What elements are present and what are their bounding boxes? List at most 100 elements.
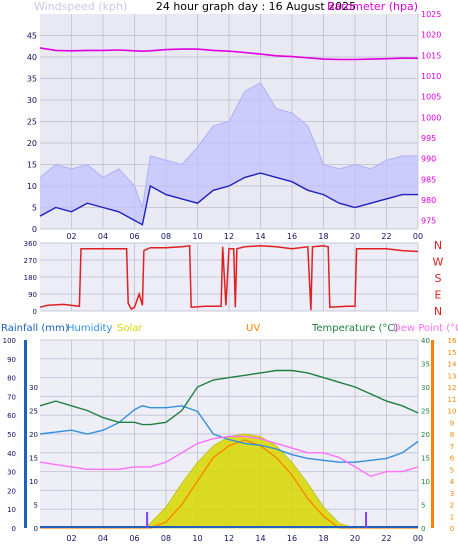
temp-right-tick-label: 30 xyxy=(421,384,430,392)
compass-label: N xyxy=(434,239,442,252)
wind-series xyxy=(39,47,418,226)
uv-axis-bar xyxy=(431,340,434,528)
gust-line xyxy=(39,82,418,208)
temp-right-tick-label: 10 xyxy=(421,478,430,486)
barometer-tick-label: 1005 xyxy=(421,93,441,102)
humidity-tick-label: 10 xyxy=(7,506,16,514)
windspeed-line xyxy=(39,172,418,226)
legend-item: UV xyxy=(246,323,260,334)
compass-label: S xyxy=(435,272,442,285)
compass-label: N xyxy=(434,305,442,318)
bottom-x-ticks: 02 04 06 08 10 12 14 16 18 20 22 00 xyxy=(66,534,423,543)
uv-tick-label: 13 xyxy=(448,372,457,380)
temp-left-tick-label: 20 xyxy=(29,431,38,439)
windspeed-tick-label: 45 xyxy=(27,32,37,41)
temp-left-tick-label: 30 xyxy=(29,384,38,392)
legend-item: Solar xyxy=(117,323,143,334)
direction-tick-label: 270 xyxy=(24,257,37,265)
humidity-tick-label: 0 xyxy=(12,525,16,533)
direction-tick-label: 180 xyxy=(24,274,37,282)
x-tick-label: 20 xyxy=(350,534,360,543)
windspeed-tick-label: 25 xyxy=(27,118,37,127)
x-tick-label: 14 xyxy=(255,232,265,241)
bottom-axes: 0102030405060708090100051015202530051015… xyxy=(3,337,457,533)
uv-tick-label: 1 xyxy=(450,513,454,521)
direction-tick-label: 0 xyxy=(33,308,37,316)
x-tick-label: 22 xyxy=(381,534,391,543)
dew-point-line xyxy=(39,435,419,478)
barometer-line xyxy=(39,47,418,61)
uv-tick-label: 14 xyxy=(448,361,457,369)
uv-tick-label: 10 xyxy=(448,408,457,416)
x-tick-label: 16 xyxy=(287,534,297,543)
barometer-tick-label: 975 xyxy=(421,217,436,226)
x-tick-label: 08 xyxy=(161,232,171,241)
uv-tick-label: 16 xyxy=(448,337,457,345)
x-tick-label: 00 xyxy=(413,232,423,241)
uv-tick-label: 4 xyxy=(450,478,455,486)
legend-item: Humidity xyxy=(67,323,112,334)
windspeed-tick-label: 0 xyxy=(32,225,37,234)
uv-tick-label: 12 xyxy=(448,384,457,392)
windspeed-tick-label: 20 xyxy=(27,139,37,148)
x-tick-label: 10 xyxy=(192,232,202,241)
humidity-tick-label: 100 xyxy=(3,337,16,345)
barometer-axis-title: Barometer (hpa) xyxy=(327,0,418,13)
humidity-tick-label: 30 xyxy=(7,469,16,477)
temp-right-tick-label: 5 xyxy=(421,502,425,510)
x-tick-label: 12 xyxy=(224,232,234,241)
x-tick-label: 12 xyxy=(224,534,234,543)
humidity-tick-label: 50 xyxy=(7,431,16,439)
chart-title: 24 hour graph day : 16 August 2025 xyxy=(156,0,356,13)
compass-label: E xyxy=(435,289,442,302)
direction-tick-label: 360 xyxy=(24,240,37,248)
x-tick-label: 10 xyxy=(192,534,202,543)
temperature-line xyxy=(39,369,419,426)
barometer-tick-label: 990 xyxy=(421,155,436,164)
x-tick-label: 08 xyxy=(161,534,171,543)
windspeed-axis-title: Windspeed (kph) xyxy=(34,0,127,13)
windspeed-ticks: 0 5 10 15 20 25 30 35 40 45 xyxy=(27,32,37,235)
legend-item: Temperature (°C) xyxy=(311,323,398,334)
bottom-series xyxy=(39,369,419,529)
temp-left-tick-label: 10 xyxy=(29,478,38,486)
uv-tick-label: 3 xyxy=(450,490,454,498)
x-tick-label: 18 xyxy=(318,232,328,241)
humidity-tick-label: 60 xyxy=(7,412,16,420)
temp-right-tick-label: 15 xyxy=(421,455,430,463)
humidity-tick-label: 90 xyxy=(7,356,16,364)
x-tick-label: 04 xyxy=(98,232,108,241)
barometer-tick-label: 1025 xyxy=(421,10,441,19)
windspeed-tick-label: 35 xyxy=(27,75,37,84)
x-tick-label: 22 xyxy=(381,232,391,241)
compass-label: W xyxy=(433,256,444,269)
uv-tick-label: 5 xyxy=(450,466,454,474)
temp-left-tick-label: 0 xyxy=(34,525,38,533)
temp-right-tick-label: 25 xyxy=(421,408,430,416)
barometer-tick-label: 1020 xyxy=(421,31,441,40)
barometer-ticks: 975 980 985 990 995 1000 1005 1010 1015 1020 1025 xyxy=(421,10,441,226)
temp-right-tick-label: 20 xyxy=(421,431,430,439)
uv-tick-label: 11 xyxy=(448,396,457,404)
windspeed-tick-label: 10 xyxy=(27,182,37,191)
x-tick-label: 20 xyxy=(350,232,360,241)
direction-series xyxy=(39,244,419,311)
bottom-legend: Rainfall (mm)Humidity Solar UV Temperature … xyxy=(1,323,458,334)
direction-ticks: 0 90 180 270 360 xyxy=(24,240,37,316)
temp-left-tick-label: 25 xyxy=(29,408,38,416)
temp-left-tick-label: 5 xyxy=(34,502,38,510)
temp-left-tick-label: 15 xyxy=(29,455,38,463)
x-tick-label: 02 xyxy=(66,232,76,241)
x-tick-label: 16 xyxy=(287,232,297,241)
barometer-tick-label: 985 xyxy=(421,175,436,184)
direction-tick-label: 90 xyxy=(28,291,37,299)
uv-tick-label: 9 xyxy=(450,419,454,427)
x-tick-label: 14 xyxy=(255,534,265,543)
humidity-tick-label: 40 xyxy=(7,450,16,458)
humidity-line xyxy=(39,405,419,463)
x-tick-label: 04 xyxy=(98,534,108,543)
x-tick-label: 18 xyxy=(318,534,328,543)
x-tick-label: 06 xyxy=(129,232,139,241)
